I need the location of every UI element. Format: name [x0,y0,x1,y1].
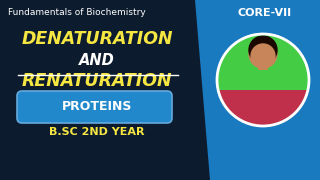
Text: AND: AND [79,53,115,68]
Text: PROTEINS: PROTEINS [62,100,132,114]
Circle shape [217,34,309,126]
Text: Fundamentals of Biochemistry: Fundamentals of Biochemistry [8,8,146,17]
Polygon shape [217,90,309,126]
Circle shape [251,44,275,68]
Polygon shape [180,0,320,180]
FancyBboxPatch shape [17,91,172,123]
Polygon shape [0,0,210,180]
Text: B.SC 2ND YEAR: B.SC 2ND YEAR [49,127,145,137]
Text: CORE-VII: CORE-VII [238,8,292,18]
Circle shape [217,34,309,126]
Circle shape [249,36,277,64]
Text: RENATURATION: RENATURATION [22,72,172,90]
Text: DENATURATION: DENATURATION [21,30,173,48]
Circle shape [249,40,277,68]
Polygon shape [258,62,268,70]
